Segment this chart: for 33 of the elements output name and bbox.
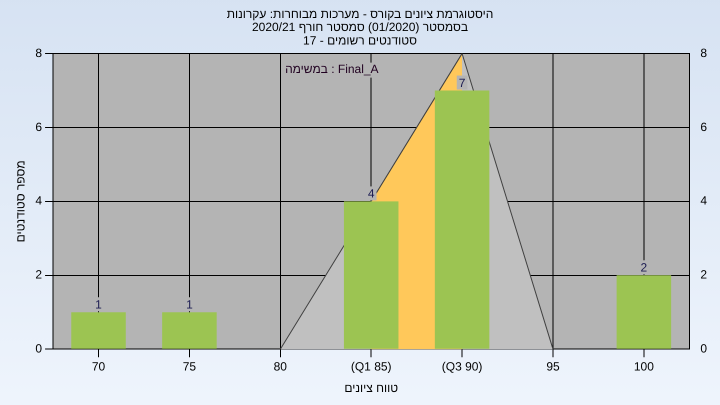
y2-tick-label: 4 — [700, 194, 708, 208]
y-tick-label: 4 — [35, 194, 42, 208]
x-axis-title: טווח ציונים — [344, 381, 398, 396]
bar — [434, 90, 490, 349]
bar — [162, 312, 217, 349]
annotation: במשימה : Final_A — [285, 62, 379, 76]
text: היסטוגרמת ציונים בקורס - מערכות מבוחרות: עקרונות — [226, 6, 494, 21]
data-label: 7 — [458, 76, 466, 90]
x-tick-label: 100 — [634, 360, 654, 374]
y-tick-label: 0 — [35, 342, 42, 356]
y-axis-title: מספר סטודנטים — [14, 160, 28, 242]
x-tick-label: 70 — [92, 360, 106, 374]
bar — [344, 201, 398, 349]
data-label: 1 — [186, 298, 194, 312]
y-tick-label: 8 — [35, 46, 42, 60]
x-tick-label: (Q3 90) — [442, 360, 482, 374]
y2-tick-label: 6 — [700, 120, 708, 134]
bar — [71, 312, 126, 349]
x-tick-label: 75 — [182, 360, 196, 374]
y2-tick-label: 2 — [700, 268, 708, 282]
data-label: 4 — [368, 186, 375, 201]
data-label: 2 — [640, 260, 648, 275]
bar — [616, 275, 672, 349]
text: בסמסטר (01/2020) סמסטר חורף 2020/21 — [252, 20, 468, 34]
y2-tick-label: 8 — [700, 46, 708, 60]
x-tick-label: (Q1 85) — [350, 360, 392, 374]
data-label: 1 — [95, 298, 102, 312]
text: סטודנטים רשומים - 17 — [303, 33, 417, 48]
y-tick-label: 2 — [35, 268, 42, 282]
y-tick-label: 6 — [35, 120, 42, 134]
y2-tick-label: 0 — [700, 342, 708, 356]
x-tick-label: 80 — [274, 360, 288, 374]
x-tick-label: 95 — [546, 360, 560, 374]
